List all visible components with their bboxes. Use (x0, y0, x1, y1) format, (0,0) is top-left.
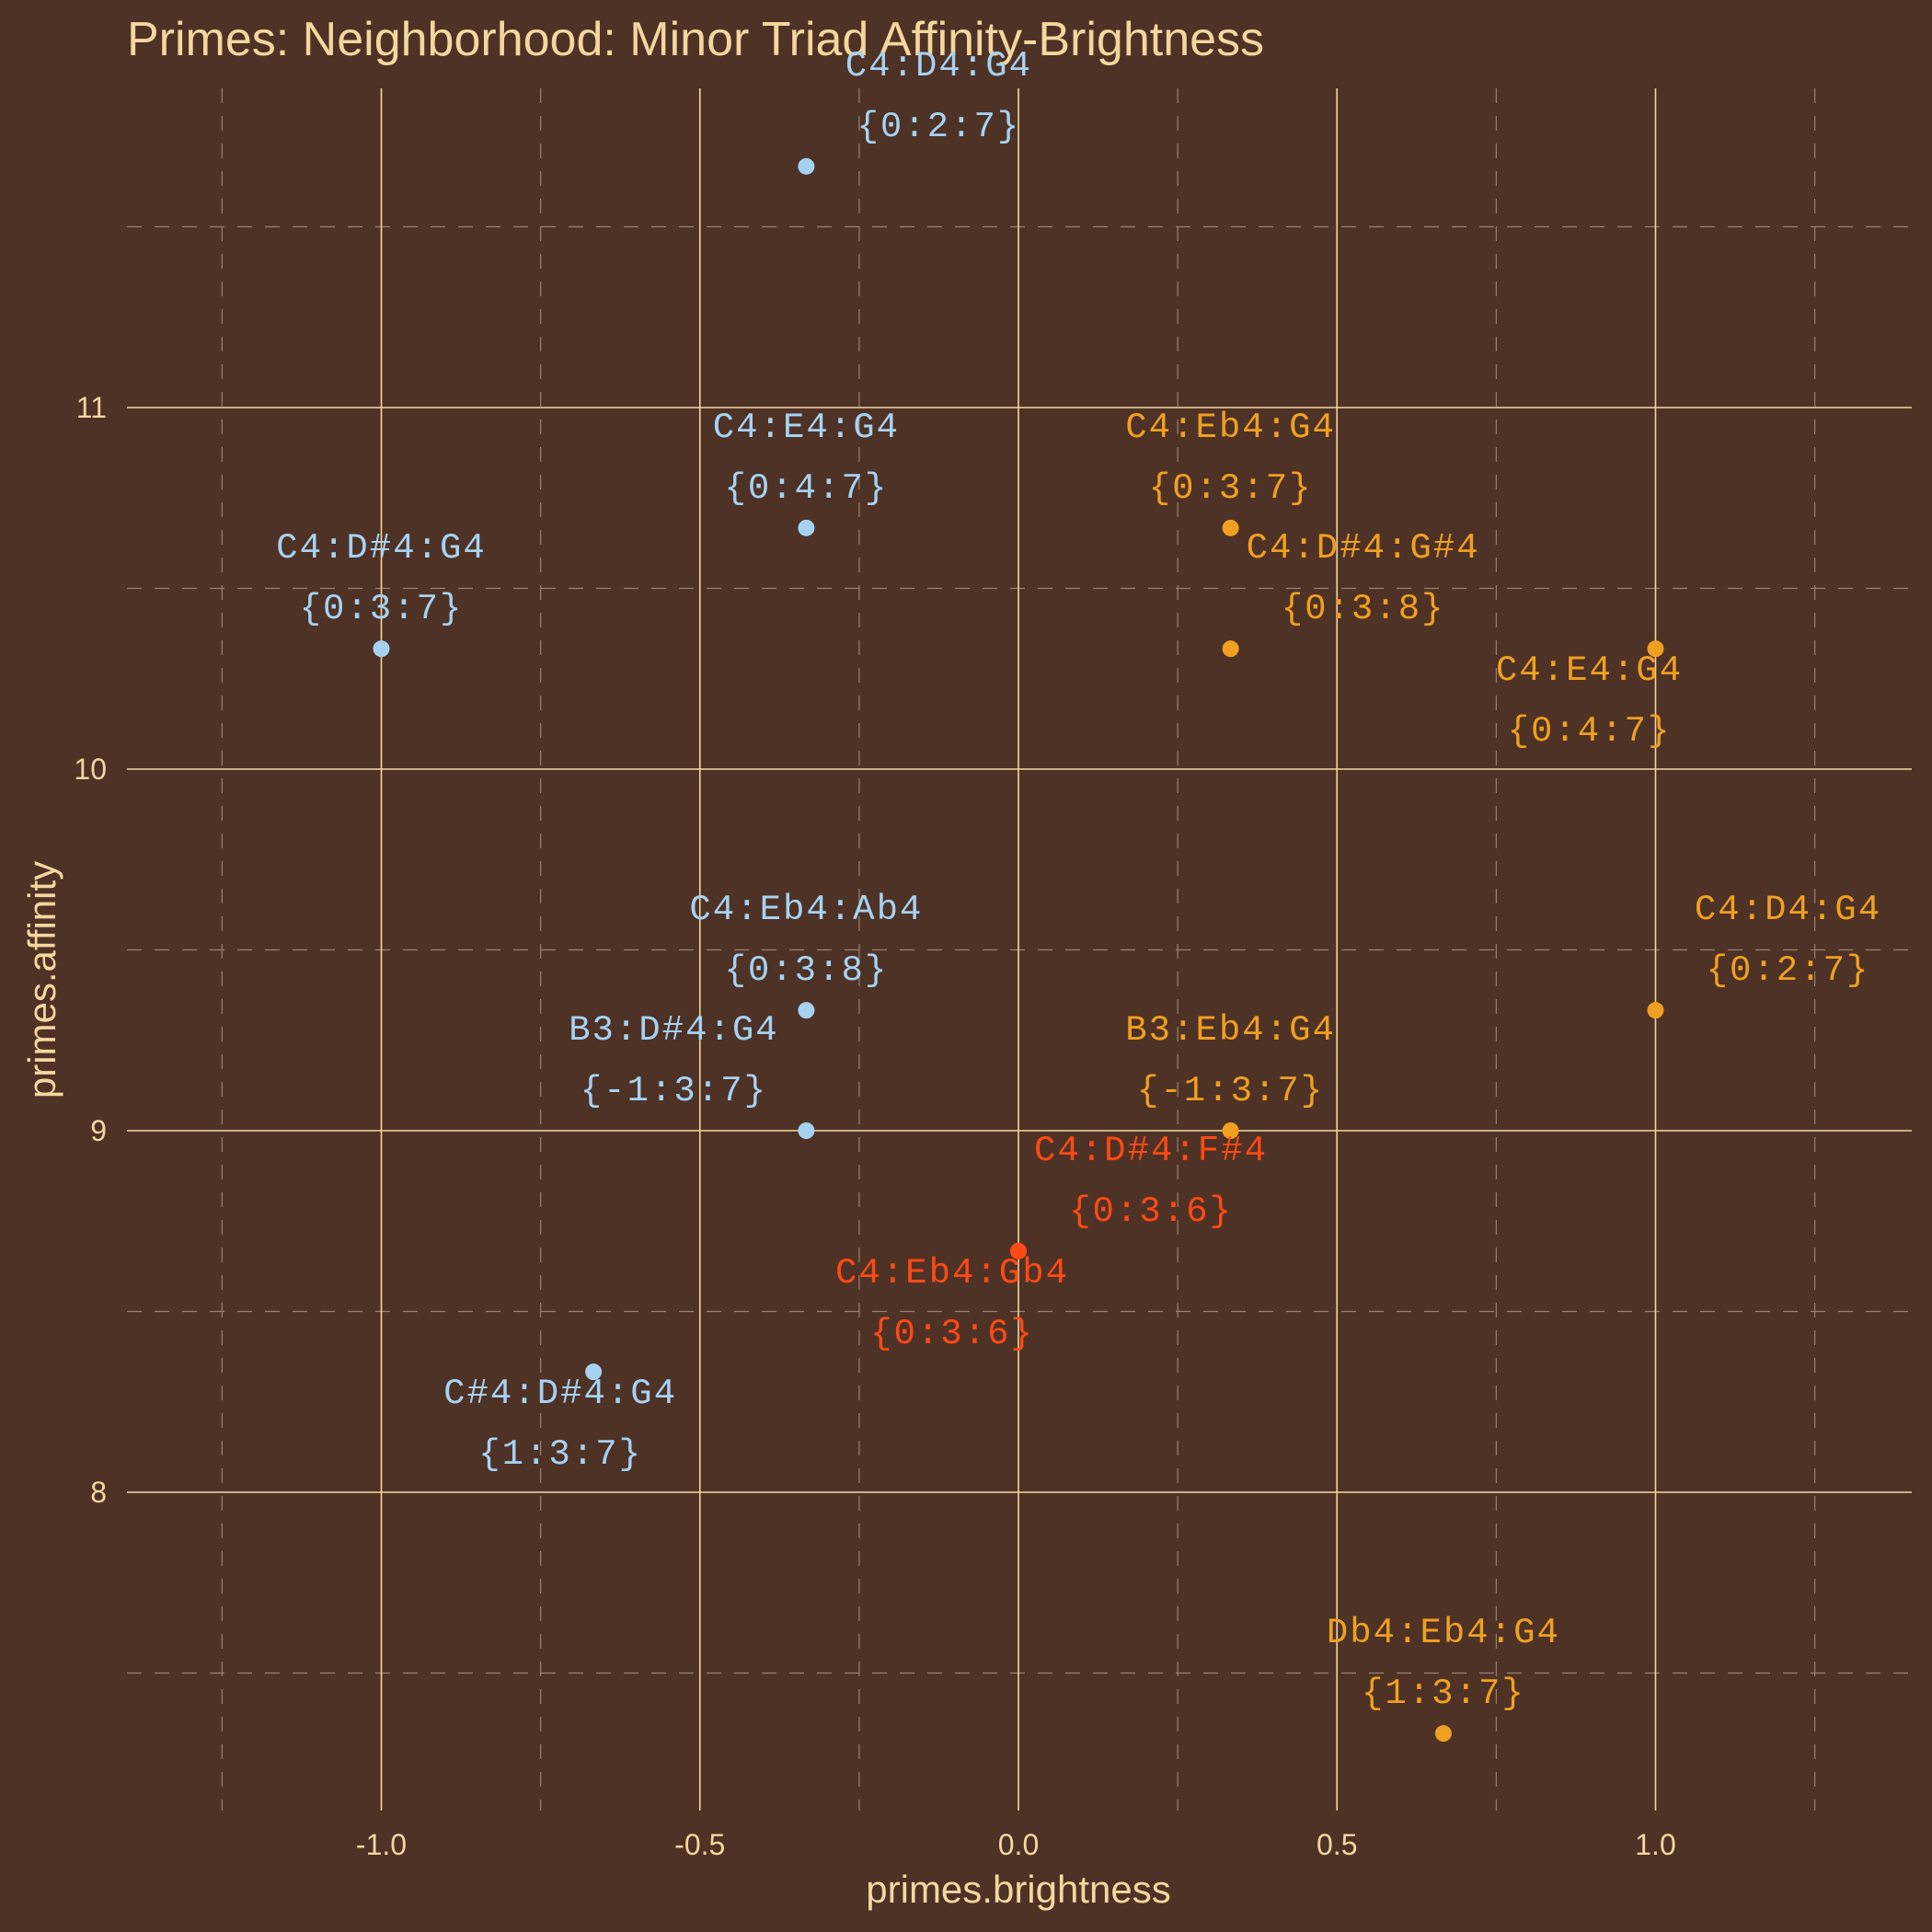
point-label-notes: C4:D4:G4 (845, 46, 1032, 86)
point-label-set: {0:3:7} (300, 589, 464, 629)
point-label: C4:D#4:F#4 {0:3:6} (1034, 1131, 1268, 1232)
point-label: C4:Eb4:Gb4 {0:3:6} (835, 1253, 1069, 1354)
point-labels: C4:D4:G4 {0:2:7} C4:E4:G4 {0:4:7} C4:D#4:G4 {… (276, 46, 1881, 1714)
point-label-set: {0:2:7} (857, 107, 1020, 147)
point-label-set: {-1:3:7} (1137, 1071, 1324, 1111)
point-label-notes: C4:Eb4:G4 (1125, 408, 1336, 448)
point-label: C4:E4:G4 {0:4:7} (1496, 650, 1683, 752)
point-label-set: {0:2:7} (1707, 950, 1870, 991)
x-tick-label: 0.0 (998, 1828, 1039, 1861)
x-axis-title: primes.brightness (866, 1868, 1170, 1911)
point-label-set: {0:3:8} (724, 950, 888, 991)
point-label-notes: B3:Eb4:G4 (1125, 1010, 1336, 1051)
point-label: Db4:Eb4:G4 {1:3:7} (1327, 1613, 1560, 1714)
chart-title: Primes: Neighborhood: Minor Triad Affini… (127, 13, 1264, 66)
point-label-set: {0:4:7} (724, 468, 888, 509)
point-label: C4:E4:G4 {0:4:7} (713, 408, 900, 509)
point-label-notes: C4:Eb4:Ab4 (689, 890, 923, 930)
grid (127, 88, 1912, 1811)
data-point (1222, 519, 1239, 536)
point-label-notes: B3:D#4:G4 (569, 1010, 779, 1051)
data-point (1010, 1242, 1027, 1259)
point-label-set: {0:4:7} (1508, 711, 1672, 752)
x-tick-label: 0.5 (1317, 1828, 1357, 1861)
point-label-notes: C4:E4:G4 (713, 408, 900, 448)
point-label: C4:D#4:G#4 {0:3:8} (1247, 528, 1480, 629)
point-label: C4:Eb4:Ab4 {0:3:8} (689, 890, 923, 991)
point-label-notes: C4:E4:G4 (1496, 650, 1683, 691)
data-point (1647, 640, 1664, 658)
data-point (585, 1363, 603, 1381)
point-label-notes: C4:D4:G4 (1695, 890, 1881, 930)
point-label-notes: C4:D#4:G#4 (1247, 528, 1480, 569)
point-label-notes: C#4:D#4:G4 (443, 1374, 677, 1414)
data-point (798, 1122, 815, 1139)
data-points (373, 157, 1664, 1742)
point-label: B3:D#4:G4 {-1:3:7} (569, 1010, 779, 1111)
x-tick-label: -1.0 (356, 1828, 407, 1861)
point-label: C4:D4:G4 {0:2:7} (1695, 890, 1881, 991)
point-label-set: {-1:3:7} (581, 1071, 767, 1111)
y-tick-label: 11 (76, 391, 107, 424)
point-label-notes: C4:Eb4:Gb4 (835, 1253, 1069, 1294)
data-point (1647, 1002, 1664, 1019)
point-label: C#4:D#4:G4 {1:3:7} (443, 1374, 677, 1475)
point-label: B3:Eb4:G4 {-1:3:7} (1125, 1010, 1336, 1111)
point-label-notes: C4:D#4:F#4 (1034, 1131, 1268, 1171)
point-label-set: {1:3:7} (1362, 1673, 1525, 1714)
point-label: C4:D#4:G4 {0:3:7} (276, 528, 487, 629)
point-label: C4:D4:G4 {0:2:7} (845, 46, 1032, 147)
y-tick-label: 10 (74, 753, 107, 786)
tick-labels: -1.0 -0.5 0.0 0.5 1.0 8 9 10 11 (74, 391, 1675, 1861)
point-label-notes: C4:D#4:G4 (276, 528, 487, 569)
x-tick-label: 1.0 (1635, 1828, 1675, 1861)
data-point (373, 640, 390, 658)
data-point (1222, 640, 1239, 658)
x-tick-label: -0.5 (674, 1828, 725, 1861)
y-tick-label: 8 (90, 1476, 107, 1509)
point-label-notes: Db4:Eb4:G4 (1327, 1613, 1560, 1653)
point-label-set: {0:3:6} (1069, 1191, 1233, 1232)
data-point (1222, 1122, 1239, 1139)
point-label-set: {1:3:7} (478, 1434, 642, 1475)
data-point (798, 519, 815, 536)
point-label-set: {0:3:6} (870, 1314, 1034, 1354)
data-point (798, 157, 815, 175)
data-point (1434, 1725, 1452, 1742)
point-label: C4:Eb4:G4 {0:3:7} (1125, 408, 1336, 509)
point-label-set: {0:3:7} (1149, 468, 1313, 509)
data-point (798, 1002, 815, 1019)
y-axis-title: primes.affinity (20, 861, 63, 1098)
y-tick-label: 9 (90, 1114, 107, 1147)
point-label-set: {0:3:8} (1282, 589, 1445, 629)
